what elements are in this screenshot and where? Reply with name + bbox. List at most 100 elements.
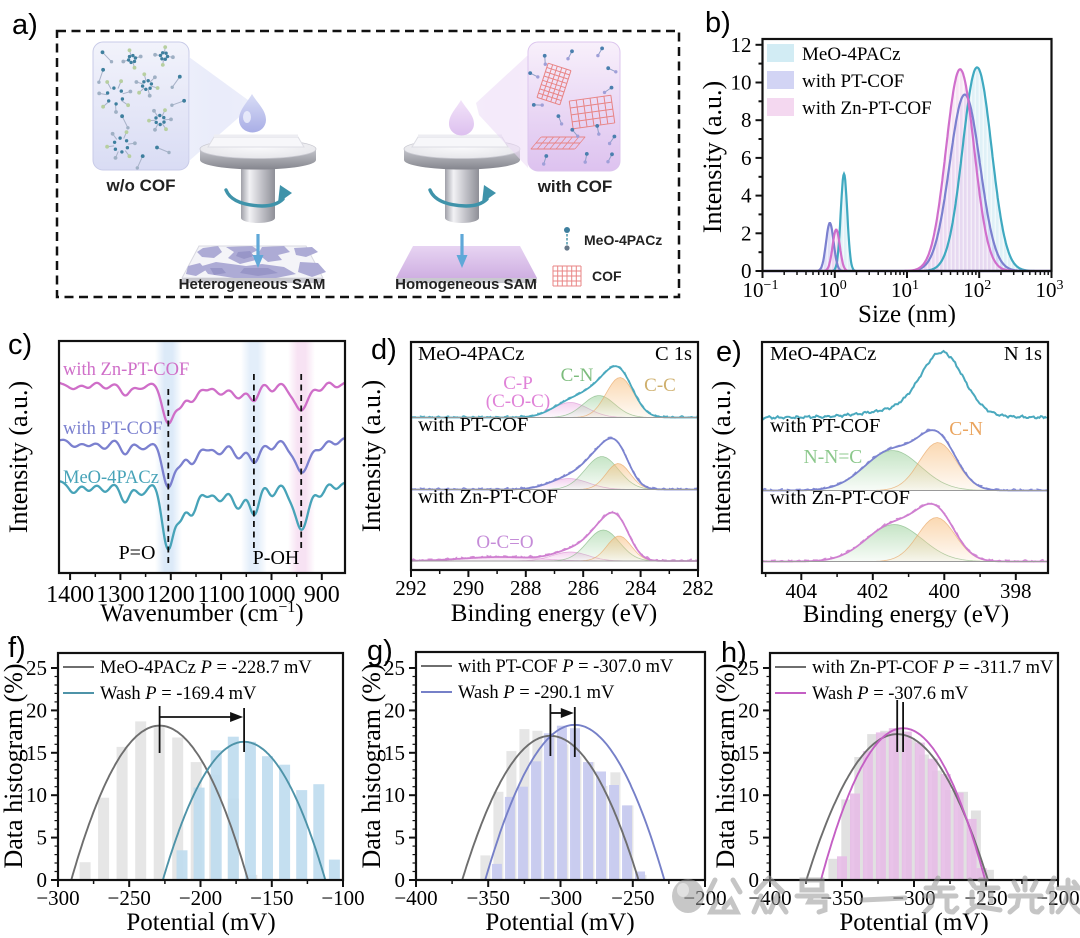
svg-text:5: 5 <box>749 826 760 850</box>
svg-text:10: 10 <box>384 783 405 807</box>
svg-text:−250: −250 <box>611 886 654 910</box>
svg-text:with PT-COF: with PT-COF <box>63 419 163 439</box>
svg-text:(C-O-C): (C-O-C) <box>486 391 550 412</box>
svg-text:Homogeneous SAM: Homogeneous SAM <box>395 276 537 293</box>
svg-text:20: 20 <box>26 698 47 722</box>
svg-text:25: 25 <box>26 656 47 680</box>
svg-text:O-C=O: O-C=O <box>476 532 533 553</box>
svg-text:with Zn-PT-COF: with Zn-PT-COF <box>63 360 189 380</box>
svg-text:400: 400 <box>929 579 961 603</box>
svg-text:h): h) <box>721 637 747 669</box>
svg-text:−150: −150 <box>250 886 293 910</box>
svg-text:6: 6 <box>741 146 752 170</box>
svg-text:0: 0 <box>395 868 406 892</box>
svg-text:402: 402 <box>857 579 889 603</box>
svg-text:0: 0 <box>37 868 48 892</box>
svg-text:with Zn-PT-COF P = -311.7 mV: with Zn-PT-COF P = -311.7 mV <box>812 658 1054 678</box>
svg-text:292: 292 <box>395 576 427 600</box>
svg-text:15: 15 <box>384 741 405 765</box>
svg-text:1100: 1100 <box>198 582 245 608</box>
svg-text:Size (nm): Size (nm) <box>858 301 956 328</box>
svg-text:404: 404 <box>786 579 818 603</box>
svg-text:20: 20 <box>738 698 759 722</box>
svg-text:288: 288 <box>510 576 542 600</box>
svg-text:1000: 1000 <box>248 582 296 608</box>
svg-text:f): f) <box>8 632 26 664</box>
svg-text:10: 10 <box>738 783 759 807</box>
svg-text:−300: −300 <box>539 886 582 910</box>
svg-text:Wavenumber (cm−1): Wavenumber (cm−1) <box>100 599 303 627</box>
svg-text:MeO-4PACz P = -228.7 mV: MeO-4PACz P = -228.7 mV <box>100 658 312 678</box>
svg-text:with PT-COF: with PT-COF <box>802 71 904 92</box>
svg-text:with COF: with COF <box>537 177 613 196</box>
svg-text:15: 15 <box>26 741 47 765</box>
svg-text:c): c) <box>8 329 32 361</box>
svg-text:C-P: C-P <box>503 373 533 394</box>
svg-text:MeO-4PACz: MeO-4PACz <box>584 232 662 248</box>
svg-text:398: 398 <box>1000 579 1032 603</box>
svg-text:b): b) <box>705 7 731 39</box>
svg-text:900: 900 <box>304 582 340 608</box>
svg-text:w/o COF: w/o COF <box>106 176 176 195</box>
svg-text:with Zn-PT-COF: with Zn-PT-COF <box>802 98 932 119</box>
svg-text:15: 15 <box>738 741 759 765</box>
svg-text:with Zn-PT-COF: with Zn-PT-COF <box>418 486 558 508</box>
svg-text:a): a) <box>12 9 38 41</box>
svg-text:20: 20 <box>384 698 405 722</box>
svg-text:C 1s: C 1s <box>655 343 692 365</box>
svg-text:−400: −400 <box>394 886 437 910</box>
svg-text:286: 286 <box>567 576 599 600</box>
svg-text:−200: −200 <box>179 886 222 910</box>
svg-text:Wash P = -290.1 mV: Wash P = -290.1 mV <box>458 683 615 703</box>
svg-text:290: 290 <box>453 576 485 600</box>
svg-text:25: 25 <box>384 656 405 680</box>
svg-text:e): e) <box>716 336 742 368</box>
svg-text:Binding energy (eV): Binding energy (eV) <box>451 600 657 627</box>
svg-text:P=O: P=O <box>119 542 156 564</box>
svg-text:Data histogram (%): Data histogram (%) <box>711 663 740 868</box>
svg-text:−250: −250 <box>108 886 151 910</box>
svg-text:282: 282 <box>682 576 714 600</box>
svg-text:12: 12 <box>731 33 752 57</box>
svg-text:MeO-4PACz: MeO-4PACz <box>63 468 159 488</box>
svg-text:5: 5 <box>37 826 48 850</box>
svg-text:P-OH: P-OH <box>253 547 300 569</box>
svg-text:C-N: C-N <box>561 365 594 386</box>
svg-text:1400: 1400 <box>46 582 94 608</box>
svg-text:Potential (mV): Potential (mV) <box>126 909 275 936</box>
svg-text:2: 2 <box>741 221 752 245</box>
svg-text:g): g) <box>367 635 393 667</box>
svg-text:Intensity (a.u.): Intensity (a.u.) <box>4 381 33 533</box>
svg-text:1300: 1300 <box>96 582 144 608</box>
svg-text:Intensity (a.u.): Intensity (a.u.) <box>357 380 386 532</box>
svg-text:5: 5 <box>395 826 406 850</box>
svg-text:Wash P = -169.4 mV: Wash P = -169.4 mV <box>100 684 257 704</box>
svg-text:Heterogeneous SAM: Heterogeneous SAM <box>179 276 326 293</box>
svg-text:25: 25 <box>738 656 759 680</box>
svg-text:Data histogram (%): Data histogram (%) <box>0 663 28 868</box>
svg-text:−100: −100 <box>321 886 364 910</box>
svg-text:with PT-COF: with PT-COF <box>418 414 528 436</box>
svg-text:Intensity (a.u.): Intensity (a.u.) <box>698 81 727 233</box>
svg-text:Data histogram (%): Data histogram (%) <box>357 663 386 868</box>
svg-text:N 1s: N 1s <box>1004 343 1042 365</box>
svg-text:1200: 1200 <box>147 582 195 608</box>
svg-text:0: 0 <box>741 259 752 283</box>
svg-text:with PT-COF P = -307.0 mV: with PT-COF P = -307.0 mV <box>458 657 674 677</box>
svg-text:10: 10 <box>26 783 47 807</box>
svg-text:Intensity (a.u.): Intensity (a.u.) <box>707 381 736 533</box>
svg-text:MeO-4PACz: MeO-4PACz <box>418 343 524 365</box>
svg-text:Potential (mV): Potential (mV) <box>839 909 988 936</box>
svg-text:Binding energy (eV): Binding energy (eV) <box>803 601 1009 628</box>
svg-text:with PT-COF: with PT-COF <box>770 415 880 437</box>
svg-text:4: 4 <box>741 184 752 208</box>
svg-text:Potential (mV): Potential (mV) <box>485 909 634 936</box>
svg-text:8: 8 <box>741 108 752 132</box>
svg-text:C-N: C-N <box>949 419 983 440</box>
svg-text:−300: −300 <box>36 886 79 910</box>
svg-text:with Zn-PT-COF: with Zn-PT-COF <box>770 487 910 509</box>
svg-text:N-N=C: N-N=C <box>804 447 863 468</box>
svg-text:MeO-4PACz: MeO-4PACz <box>770 343 876 365</box>
svg-text:d): d) <box>371 334 397 366</box>
svg-text:10: 10 <box>731 71 752 95</box>
